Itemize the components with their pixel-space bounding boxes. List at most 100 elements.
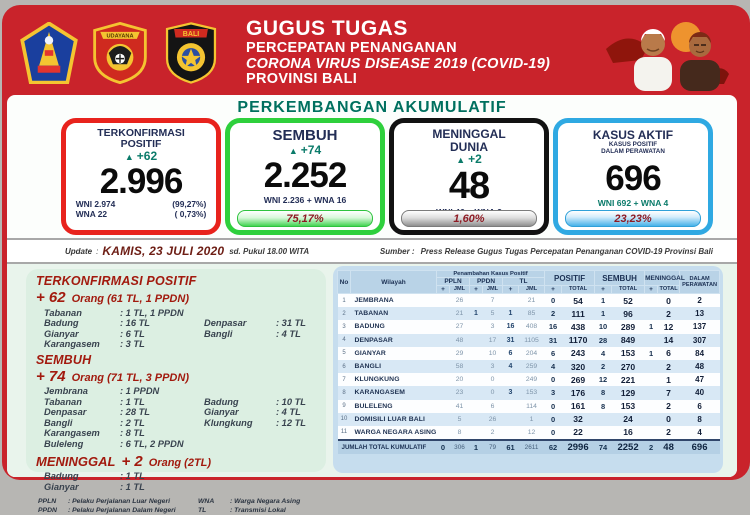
table-cell: 17 (488, 336, 497, 344)
region-detail-row: Bangli : 2 TL Klungkung : 12 TL (44, 418, 316, 429)
table-cell: 58 (455, 363, 464, 371)
table-cell: 2 (666, 361, 671, 372)
row-number: 2 (342, 310, 346, 317)
table-cell: 16 (548, 322, 558, 332)
sembuh-region-list: Jembrana : 1 PPDN Tabanan : 1 TL Badung … (44, 386, 316, 449)
table-cell: 153 (525, 389, 538, 397)
table-cell (437, 307, 450, 320)
table-cell: 2 (490, 428, 495, 436)
table-cell: 0 (550, 427, 556, 437)
bali-police-emblem-icon: BALI (165, 22, 217, 84)
total-cell: 1 (469, 439, 483, 455)
row-region-name: KLUNGKUNG (354, 376, 400, 384)
col-dalam-perawatan: DALAM PERAWATAN (679, 270, 721, 294)
stat-cards-row: TERKONFIRMASI POSITIF ▲ +62 2.996 WNI 2.9… (61, 118, 713, 235)
table-cell: 47 (695, 375, 705, 385)
table-cell (503, 373, 519, 386)
col-sembuh: SEMBUH (594, 270, 646, 286)
region-detail-row: Tabanan : 1 TL Badung : 10 TL (44, 397, 316, 408)
table-cell (437, 386, 450, 399)
table-cell: 84 (695, 348, 705, 358)
stat-value: 2.252 (263, 155, 348, 195)
table-cell: 20 (455, 376, 464, 384)
table-cell (645, 360, 658, 373)
region-detail-row: Karangasem : 8 TL (44, 428, 316, 439)
total-cell: 2252 (611, 439, 645, 455)
table-cell (503, 400, 519, 413)
up-triangle-icon: ▲ (288, 145, 298, 156)
table-cell: 0 (490, 389, 495, 397)
table-cell: 1 (529, 415, 534, 423)
col-jml: JML (517, 285, 546, 294)
daily-increase: ▲ +74 (288, 142, 322, 157)
table-cell: 10 (488, 349, 497, 357)
table-cell (470, 400, 483, 413)
region-value (276, 482, 316, 493)
col-plus: + (502, 285, 519, 294)
table-cell: 41 (455, 402, 464, 410)
region-name: Gianyar (204, 407, 239, 418)
udayana-label: UDAYANA (106, 34, 133, 40)
total-label: JUMLAH TOTAL KUMULATIF (337, 439, 437, 455)
table-cell: 5 (490, 310, 495, 318)
col-plus: + (436, 285, 450, 294)
table-cell: 0 (490, 376, 495, 384)
row-region-name: DOMISILI LUAR BALI (354, 415, 426, 423)
stat-value: 696 (605, 159, 661, 199)
table-cell: 270 (620, 361, 636, 372)
table-row: 10 DOMISILI LUAR BALI 5 26 1 0 32 24 0 8 (337, 412, 720, 426)
region-value (276, 386, 316, 397)
region-name: Denpasar (44, 407, 87, 418)
region-name: Badung (204, 396, 239, 407)
percentage-badge: 75,17% (237, 210, 373, 227)
col-plus: + (594, 285, 613, 294)
region-name: Bangli (44, 417, 73, 428)
table-cell (470, 386, 483, 399)
table-cell: 21 (527, 297, 536, 305)
table-row: 4 DENPASAR 48 17 31 1105 31 1170 28 849 … (337, 333, 720, 347)
table-cell: 28 (598, 335, 608, 345)
table-cell: 1 (508, 310, 513, 318)
header-banner: UDAYANA BALI GUGUS TUGAS PERCEPATAN PENA… (12, 11, 736, 95)
table-cell (470, 347, 483, 360)
col-meninggal: MENINGGAL (644, 270, 685, 286)
table-cell (503, 413, 519, 426)
table-cell (470, 413, 483, 426)
col-jml: JML (482, 285, 503, 294)
update-label: Update (65, 246, 93, 256)
region-value: : 10 TL (276, 396, 306, 407)
region-value: : Pelaku Perjalanan Luar Negeri (68, 498, 170, 506)
table-cell (470, 373, 483, 386)
table-cell: 1 (600, 296, 606, 306)
table-cell: 1105 (524, 336, 539, 344)
table-cell: 129 (620, 387, 636, 398)
table-cell: 259 (525, 363, 538, 371)
table-cell: 16 (506, 323, 515, 331)
positif-detail-title: TERKONFIRMASI POSITIF (36, 274, 197, 288)
table-cell: 243 (570, 348, 586, 359)
table-row: 5 GIANYAR 29 10 6 204 6 243 4 153 1 6 84 (337, 346, 720, 360)
org-subtitle: PERCEPATAN PENANGANAN (246, 39, 457, 56)
col-no: No (337, 270, 351, 294)
table-cell: 26 (455, 297, 464, 305)
table-cell: 13 (695, 309, 705, 319)
region-value (276, 471, 316, 482)
row-number: 9 (342, 403, 346, 410)
emblem-row: UDAYANA BALI (12, 22, 220, 84)
row-region-name: KARANGASEM (354, 389, 405, 397)
table-cell: 52 (623, 295, 633, 306)
table-header: No Wilayah Penambahan Kasus Positif POSI… (337, 270, 721, 294)
table-cell: 4 (508, 363, 513, 371)
table-cell: 29 (455, 349, 464, 357)
table-cell: 0 (550, 414, 556, 424)
table-row: 7 KLUNGKUNG 20 0 249 0 269 12 221 1 47 (337, 373, 720, 387)
table-cell (470, 360, 483, 373)
table-cell: 204 (525, 349, 538, 357)
table-cell: 27 (455, 323, 464, 331)
table-cell (595, 426, 612, 440)
row-region-name: JEMBRANA (354, 297, 394, 305)
positif-region-list: Tabanan : 1 TL, 1 PPDN Badung : 16 TL De… (44, 308, 316, 350)
region-name: Buleleng (44, 438, 84, 449)
table-row: 1 JEMBRANA 26 7 21 0 54 1 52 0 2 (337, 293, 720, 308)
table-cell: 2 (550, 309, 556, 319)
